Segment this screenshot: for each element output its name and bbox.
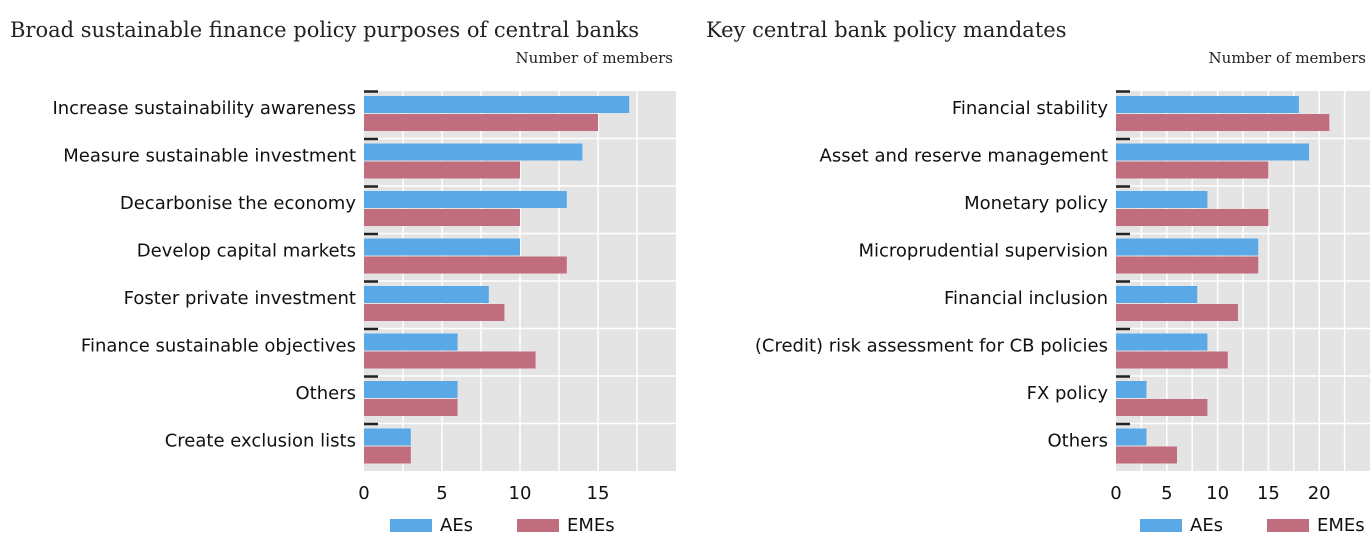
- chart0-tick-label: 0: [358, 483, 369, 504]
- chart0-tick-label: 15: [587, 483, 610, 504]
- chart0-tick-label: 10: [509, 483, 532, 504]
- chart-right-title: Key central bank policy mandates: [706, 18, 1066, 42]
- chart1-bar-aes: [1116, 286, 1198, 303]
- chart1-bar-aes: [1116, 96, 1299, 113]
- chart0-category-label: Finance sustainable objectives: [81, 336, 356, 357]
- chart0-bar-emes: [364, 446, 411, 464]
- chart0-bar-emes: [364, 399, 458, 416]
- chart1-legend-swatch-emes: [1267, 519, 1309, 532]
- chart1-tick-label: 0: [1110, 483, 1121, 504]
- chart1-bar-aes: [1116, 143, 1310, 161]
- chart1-bar-emes: [1116, 304, 1238, 321]
- chart1-tick-label: 15: [1257, 483, 1280, 504]
- chart0-legend-label: AEs: [440, 515, 473, 536]
- chart0-bar-aes: [364, 96, 630, 113]
- chart0-tick-label: 5: [436, 483, 447, 504]
- chart1-bar-emes: [1116, 114, 1330, 131]
- chart-left-plot: Increase sustainability awareness Measure…: [52, 90, 676, 536]
- chart0-bar-emes: [364, 351, 536, 369]
- chart1-bar-aes: [1116, 333, 1208, 351]
- chart1-bar-emes: [1116, 399, 1208, 416]
- chart1-bar-aes: [1116, 381, 1147, 398]
- chart0-bar-aes: [364, 238, 520, 256]
- chart0-bar-aes: [364, 286, 489, 303]
- chart1-bar-emes: [1116, 351, 1228, 369]
- chart0-bar-emes: [364, 161, 520, 179]
- chart1-bar-emes: [1116, 446, 1177, 464]
- chart1-tick-label: 5: [1161, 483, 1172, 504]
- chart1-bar-aes: [1116, 191, 1208, 208]
- chart0-category-label: Foster private investment: [124, 288, 356, 309]
- chart1-category-label: Financial inclusion: [944, 288, 1108, 309]
- chart1-bar-aes: [1116, 238, 1259, 256]
- chart0-bar-emes: [364, 256, 567, 274]
- chart0-bar-emes: [364, 209, 520, 226]
- chart0-bar-aes: [364, 143, 583, 161]
- chart0-legend-label: EMEs: [567, 515, 615, 536]
- chart1-bar-emes: [1116, 209, 1269, 226]
- chart-right: Key central bank policy mandates Number …: [706, 18, 1370, 536]
- chart1-legend-label: EMEs: [1317, 515, 1365, 536]
- chart0-category-label: Create exclusion lists: [165, 431, 356, 452]
- chart0-bar-emes: [364, 304, 505, 321]
- chart1-category-label: FX policy: [1027, 383, 1109, 404]
- chart0-bar-emes: [364, 114, 598, 131]
- chart1-bar-emes: [1116, 256, 1259, 274]
- chart1-tick-label: 20: [1308, 483, 1331, 504]
- chart0-category-label: Measure sustainable investment: [63, 146, 356, 167]
- chart1-category-label: (Credit) risk assessment for CB policies: [755, 336, 1108, 357]
- chart1-category-label: Monetary policy: [964, 193, 1108, 214]
- chart0-bar-aes: [364, 191, 567, 208]
- chart1-category-label: Financial stability: [952, 98, 1108, 119]
- chart1-category-label: Microprudential supervision: [858, 241, 1108, 262]
- chart1-legend-label: AEs: [1190, 515, 1223, 536]
- chart-right-plot: Financial stability Asset and reserve man…: [755, 90, 1370, 536]
- chart-left: Broad sustainable finance policy purpose…: [10, 18, 676, 536]
- chart0-legend-swatch-aes: [390, 519, 432, 532]
- chart0-bar-aes: [364, 381, 458, 398]
- chart-left-title: Broad sustainable finance policy purpose…: [10, 18, 639, 42]
- chart-right-unit-label: Number of members: [1209, 49, 1366, 67]
- chart1-bar-aes: [1116, 428, 1147, 446]
- chart0-category-label: Decarbonise the economy: [120, 193, 356, 214]
- chart1-category-label: Others: [1048, 431, 1109, 452]
- chart1-legend-swatch-aes: [1140, 519, 1182, 532]
- chart1-bar-emes: [1116, 161, 1269, 179]
- chart1-tick-label: 10: [1206, 483, 1229, 504]
- chart0-category-label: Increase sustainability awareness: [52, 98, 356, 119]
- chart-left-unit-label: Number of members: [516, 49, 673, 67]
- chart0-bar-aes: [364, 428, 411, 446]
- chart0-category-label: Develop capital markets: [137, 241, 356, 262]
- chart1-category-label: Asset and reserve management: [820, 146, 1108, 167]
- chart0-bar-aes: [364, 333, 458, 351]
- chart0-legend-swatch-emes: [517, 519, 559, 532]
- chart0-category-label: Others: [296, 383, 357, 404]
